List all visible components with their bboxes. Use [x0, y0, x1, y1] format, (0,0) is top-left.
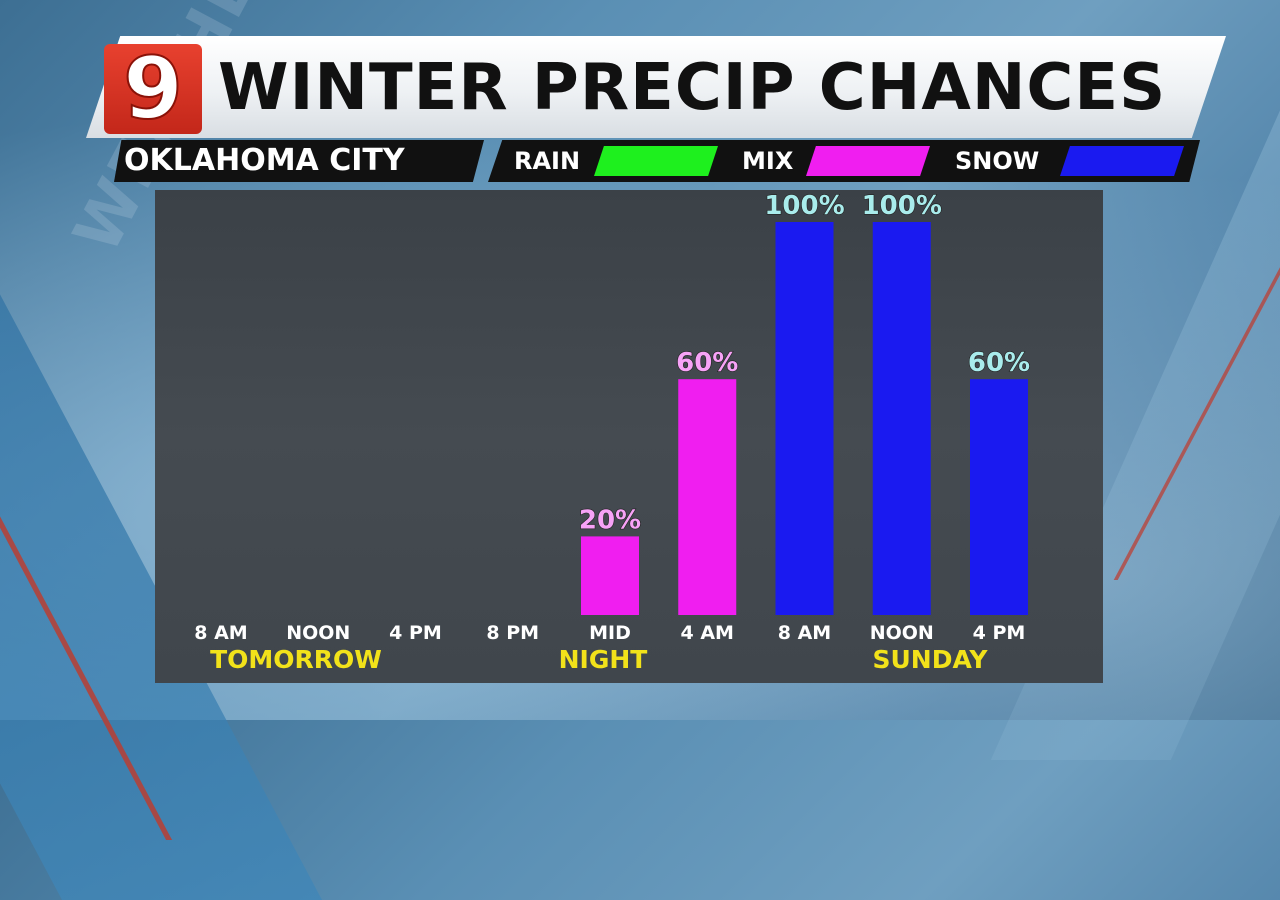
x-tick-label-5: 4 AM — [681, 622, 734, 644]
day-label-tomorrow: TOMORROW — [210, 645, 382, 674]
data-label-6: 100% — [764, 191, 844, 221]
bar-5-4-am — [678, 379, 737, 615]
data-label-7: 100% — [862, 191, 942, 221]
location-banner — [114, 140, 484, 182]
page-title: WINTER PRECIP CHANCES — [218, 51, 1167, 125]
x-tick-label-4: MID — [589, 622, 631, 644]
bar-chart: 8 AM NOON 4 PM 8 PM 20% MID 60% 4 AM 100% 8 AM 100… — [194, 190, 1031, 644]
legend-swatch-snow — [1060, 146, 1184, 176]
bar-6-8-am — [775, 222, 834, 615]
x-tick-label-3: 8 PM — [486, 622, 539, 644]
title-banner — [86, 36, 1226, 138]
x-tick-label-6: 8 AM — [778, 622, 831, 644]
x-tick-label-1: NOON — [286, 622, 350, 644]
legend-swatch-mix — [806, 146, 930, 176]
location-label: OKLAHOMA CITY — [124, 143, 405, 178]
channel-9-logo: 9 — [104, 39, 202, 139]
data-label-5: 60% — [676, 348, 738, 378]
logo-numeral: 9 — [122, 39, 184, 139]
legend-label-snow: SNOW — [955, 147, 1040, 175]
data-label-4: 20% — [579, 505, 641, 535]
x-tick-label-2: 4 PM — [389, 622, 442, 644]
data-label-8: 60% — [968, 348, 1030, 378]
x-tick-label-7: NOON — [870, 622, 934, 644]
x-tick-label-0: 8 AM — [194, 622, 247, 644]
day-label-sunday: SUNDAY — [872, 645, 988, 674]
legend-label-mix: MIX — [742, 147, 794, 175]
day-label-night: NIGHT — [558, 645, 648, 674]
bar-7-noon — [872, 222, 931, 615]
legend-label-rain: RAIN — [514, 147, 581, 175]
x-tick-label-8: 4 PM — [973, 622, 1026, 644]
bar-4-mid — [581, 536, 639, 615]
bar-8-4-pm — [970, 379, 1028, 615]
legend-swatch-rain — [594, 146, 718, 176]
